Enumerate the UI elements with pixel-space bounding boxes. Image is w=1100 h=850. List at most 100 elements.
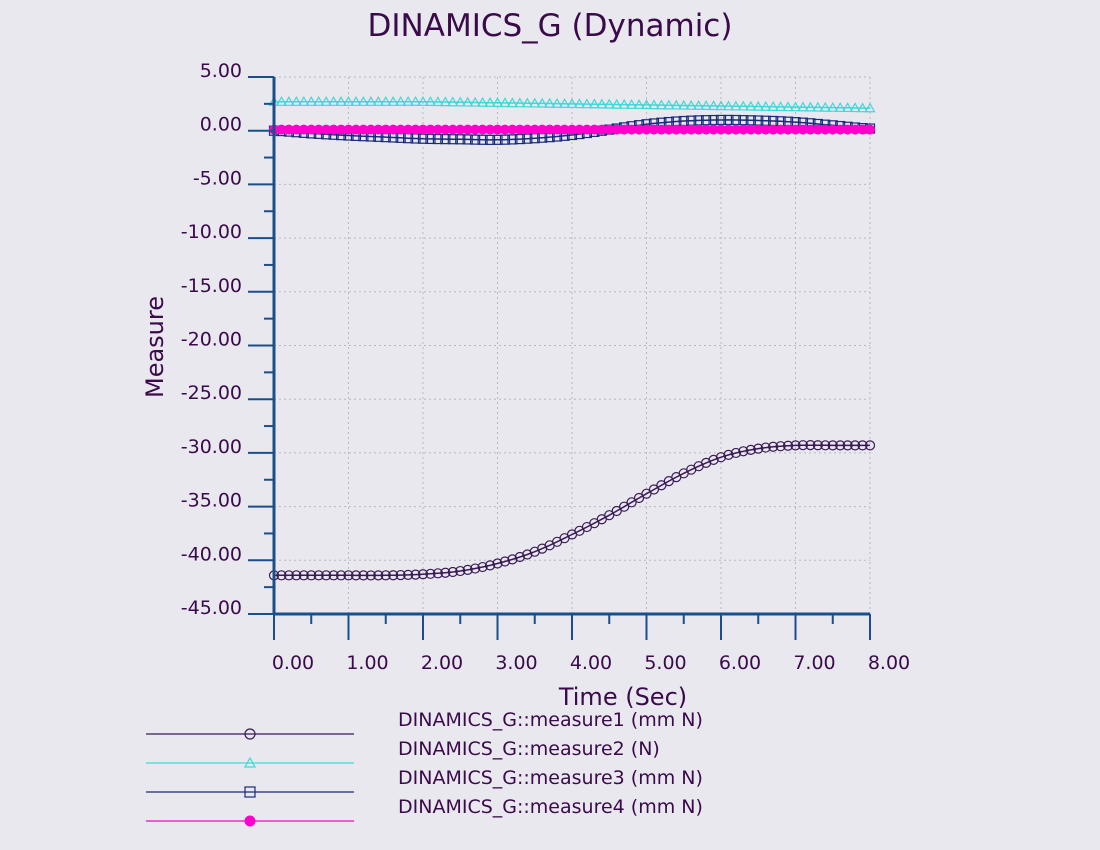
data-point [573, 98, 585, 109]
data-point [760, 442, 771, 453]
data-point [470, 563, 481, 574]
data-point [395, 569, 406, 581]
y-tick-label: 5.00 [200, 60, 242, 82]
x-tick-label: 3.00 [495, 652, 537, 674]
data-point [849, 440, 861, 451]
legend-item: DINAMICS_G::measure1 (mm N) [146, 709, 703, 740]
data-point [462, 564, 473, 575]
data-point [455, 134, 466, 145]
data-point [491, 97, 504, 107]
data-point [298, 95, 310, 106]
data-point [648, 484, 660, 495]
data-point [350, 95, 362, 106]
data-point [745, 444, 756, 455]
data-point [477, 96, 489, 107]
data-point [425, 568, 436, 579]
chart-title: DINAMICS_G (Dynamic) [368, 8, 733, 44]
data-point [864, 102, 876, 113]
data-point [775, 441, 786, 452]
x-tick-label: 1.00 [346, 652, 388, 674]
data-point [484, 96, 496, 107]
plot-area [268, 95, 876, 581]
data-point [536, 97, 548, 108]
data-point [507, 554, 518, 565]
data-point [737, 100, 749, 111]
data-point [715, 100, 727, 111]
data-point [723, 114, 734, 126]
data-point [782, 101, 794, 112]
data-point [514, 97, 526, 108]
data-point [789, 101, 802, 112]
data-point [641, 488, 652, 499]
data-point [439, 96, 451, 107]
data-point [335, 570, 347, 581]
data-point [804, 101, 816, 112]
data-point [722, 100, 734, 111]
x-tick-label: 5.00 [644, 652, 686, 674]
data-point [618, 98, 630, 109]
data-point [633, 492, 645, 504]
data-point [499, 134, 511, 145]
y-tick-label: -35.00 [181, 490, 242, 512]
data-point [506, 97, 518, 108]
data-point [477, 561, 488, 573]
data-point [291, 570, 302, 581]
data-point [380, 570, 391, 581]
data-point [380, 95, 392, 106]
data-point [812, 440, 823, 451]
data-point [655, 99, 667, 110]
data-point [358, 570, 369, 581]
data-point [685, 99, 697, 110]
data-point [693, 99, 705, 110]
data-point [432, 96, 444, 107]
legend-item: DINAMICS_G::measure4 (mm N) [146, 796, 703, 827]
data-point [544, 97, 556, 108]
data-point [298, 570, 309, 581]
data-point [842, 102, 854, 113]
data-point [492, 558, 503, 569]
data-point [417, 95, 429, 106]
data-point [283, 95, 295, 106]
data-point [462, 96, 474, 107]
data-point [663, 99, 675, 110]
data-point [626, 497, 637, 508]
data-point [730, 100, 742, 111]
data-point [559, 98, 571, 108]
data-point [447, 96, 459, 107]
data-point [417, 569, 429, 580]
data-point [484, 560, 496, 571]
data-point [827, 101, 839, 112]
data-point [447, 566, 458, 578]
data-point [484, 134, 496, 145]
data-point [276, 570, 287, 581]
y-tick-label: -45.00 [181, 597, 242, 619]
data-point [611, 505, 622, 517]
data-point [820, 440, 831, 451]
data-point [462, 134, 473, 145]
data-point [715, 114, 727, 126]
data-point [603, 98, 615, 109]
data-point [790, 440, 801, 451]
data-point [648, 99, 660, 110]
data-point [700, 100, 712, 110]
grid-lines [274, 76, 871, 615]
data-point [797, 101, 809, 112]
data-point [454, 96, 466, 107]
x-tick-label: 6.00 [719, 652, 761, 674]
data-point [805, 440, 816, 451]
data-point [313, 95, 325, 106]
data-point [357, 95, 369, 106]
data-point [455, 565, 466, 577]
data-point [350, 570, 362, 581]
data-point [670, 99, 682, 110]
data-point [626, 98, 638, 109]
data-point [410, 569, 421, 580]
data-point [342, 95, 355, 106]
data-point [373, 570, 384, 581]
data-point [678, 99, 690, 110]
legend-marker [244, 815, 256, 827]
series-line [274, 444, 870, 577]
data-point [432, 568, 443, 579]
data-point [529, 97, 541, 108]
data-point [596, 98, 608, 109]
